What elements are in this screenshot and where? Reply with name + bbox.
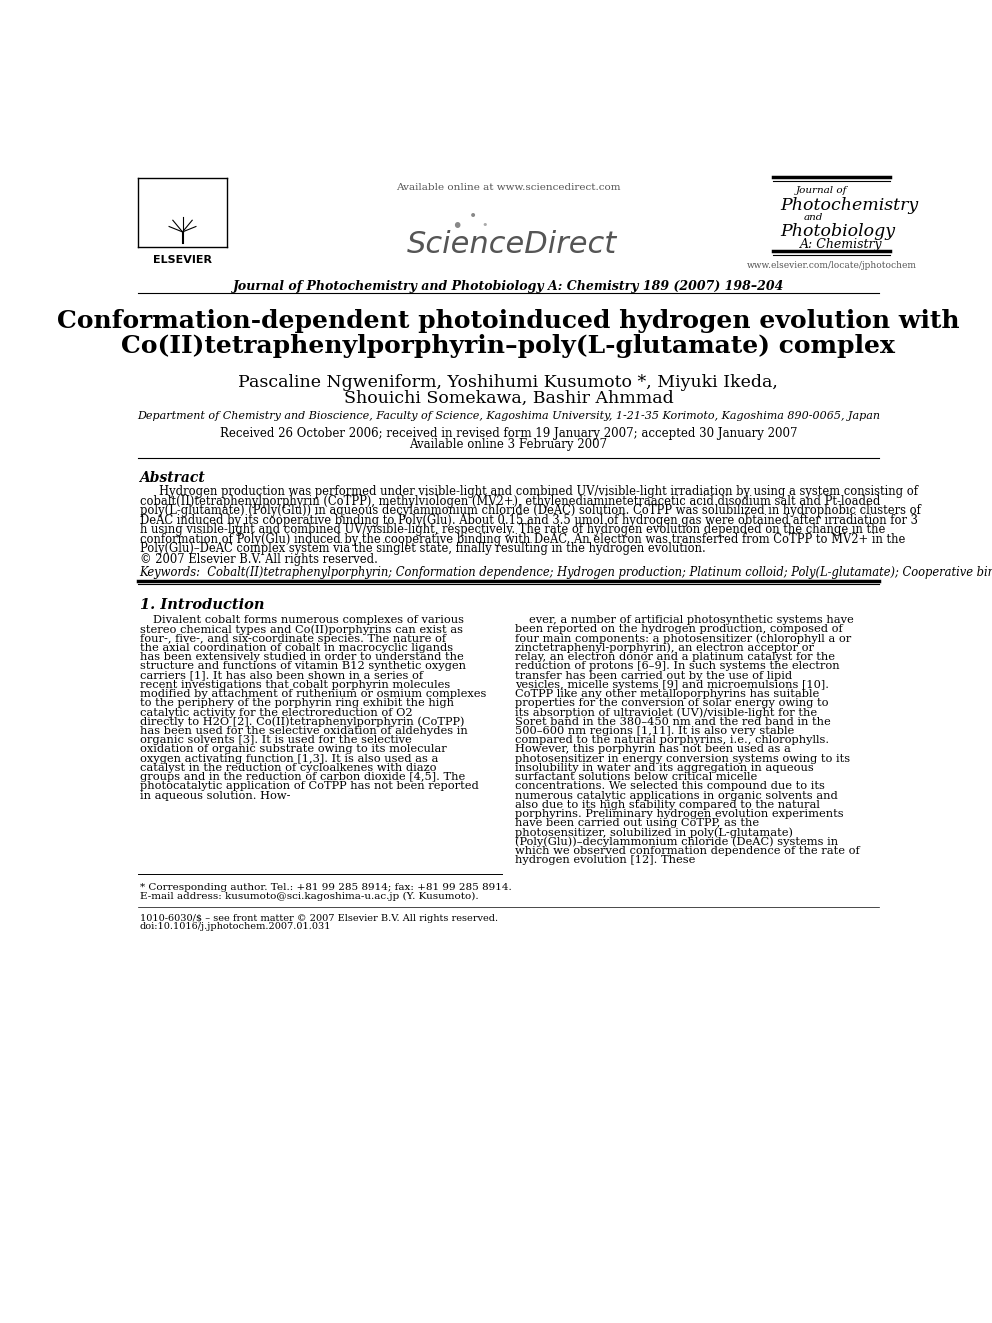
Text: •: • [451,217,463,235]
Text: doi:10.1016/j.jphotochem.2007.01.031: doi:10.1016/j.jphotochem.2007.01.031 [140,922,331,931]
Text: recent investigations that cobalt porphyrin molecules: recent investigations that cobalt porphy… [140,680,449,689]
Text: properties for the conversion of solar energy owing to: properties for the conversion of solar e… [516,699,829,708]
Text: E-mail address: kusumoto@sci.kagoshima-u.ac.jp (Y. Kusumoto).: E-mail address: kusumoto@sci.kagoshima-u… [140,892,478,901]
Text: Pascaline Ngweniform, Yoshihumi Kusumoto *, Miyuki Ikeda,: Pascaline Ngweniform, Yoshihumi Kusumoto… [238,374,779,392]
Text: oxygen activating function [1,3]. It is also used as a: oxygen activating function [1,3]. It is … [140,754,437,763]
Text: Abstract: Abstract [140,471,205,484]
Text: to the periphery of the porphyrin ring exhibit the high: to the periphery of the porphyrin ring e… [140,699,453,708]
Text: However, this porphyrin has not been used as a: However, this porphyrin has not been use… [516,745,792,754]
Text: www.elsevier.com/locate/jphotochem: www.elsevier.com/locate/jphotochem [747,261,917,270]
Text: photosensitizer in energy conversion systems owing to its: photosensitizer in energy conversion sys… [516,754,850,763]
Text: poly(L-glutamate) (Poly(Glu)) in aqueous decylammonium chloride (DeAC) solution.: poly(L-glutamate) (Poly(Glu)) in aqueous… [140,504,921,517]
Text: Journal of: Journal of [796,187,847,196]
Text: CoTPP like any other metalloporphyrins has suitable: CoTPP like any other metalloporphyrins h… [516,689,819,699]
Text: surfactant solutions below critical micelle: surfactant solutions below critical mice… [516,773,758,782]
Text: catalyst in the reduction of cycloalkenes with diazo: catalyst in the reduction of cycloalkene… [140,763,436,773]
Text: photocatalytic application of CoTPP has not been reported: photocatalytic application of CoTPP has … [140,782,478,791]
Text: carriers [1]. It has also been shown in a series of: carriers [1]. It has also been shown in … [140,671,423,680]
Text: four main components: a photosensitizer (chlorophyll a or: four main components: a photosensitizer … [516,634,851,644]
Text: Conformation-dependent photoinduced hydrogen evolution with: Conformation-dependent photoinduced hydr… [58,308,959,333]
Text: structure and functions of vitamin B12 synthetic oxygen: structure and functions of vitamin B12 s… [140,662,465,671]
Text: numerous catalytic applications in organic solvents and: numerous catalytic applications in organ… [516,791,838,800]
Text: in aqueous solution. How-: in aqueous solution. How- [140,791,290,800]
Text: Divalent cobalt forms numerous complexes of various: Divalent cobalt forms numerous complexes… [154,615,464,626]
Text: Keywords:  Cobalt(II)tetraphenylporphyrin; Conformation dependence; Hydrogen pro: Keywords: Cobalt(II)tetraphenylporphyrin… [140,566,992,578]
Text: * Corresponding author. Tel.: +81 99 285 8914; fax: +81 99 285 8914.: * Corresponding author. Tel.: +81 99 285… [140,882,511,892]
Text: hydrogen evolution [12]. These: hydrogen evolution [12]. These [516,856,695,865]
Text: A: Chemistry: A: Chemistry [800,238,883,251]
Text: photosensitizer, solubilized in poly(L-glutamate): photosensitizer, solubilized in poly(L-g… [516,828,794,839]
Text: catalytic activity for the electroreduction of O2: catalytic activity for the electroreduct… [140,708,412,717]
Text: the axial coordination of cobalt in macrocyclic ligands: the axial coordination of cobalt in macr… [140,643,452,652]
Text: vesicles, micelle systems [9] and microemulsions [10].: vesicles, micelle systems [9] and microe… [516,680,829,689]
Text: stereo chemical types and Co(II)porphyrins can exist as: stereo chemical types and Co(II)porphyri… [140,624,462,635]
Text: and: and [804,213,823,222]
Text: © 2007 Elsevier B.V. All rights reserved.: © 2007 Elsevier B.V. All rights reserved… [140,553,377,566]
Text: zinctetraphenyl-porphyrin), an electron acceptor or: zinctetraphenyl-porphyrin), an electron … [516,643,814,654]
Text: has been used for the selective oxidation of aldehydes in: has been used for the selective oxidatio… [140,726,467,736]
Text: 1010-6030/$ – see front matter © 2007 Elsevier B.V. All rights reserved.: 1010-6030/$ – see front matter © 2007 El… [140,914,498,923]
Text: have been carried out using CoTPP, as the: have been carried out using CoTPP, as th… [516,819,760,828]
Text: conformation of Poly(Glu) induced by the cooperative binding with DeAC. An elect: conformation of Poly(Glu) induced by the… [140,533,905,545]
Text: ever, a number of artificial photosynthetic systems have: ever, a number of artificial photosynthe… [530,615,854,626]
Text: porphyrins. Preliminary hydrogen evolution experiments: porphyrins. Preliminary hydrogen evoluti… [516,810,844,819]
Text: been reported on the hydrogen production, composed of: been reported on the hydrogen production… [516,624,843,635]
Text: organic solvents [3]. It is used for the selective: organic solvents [3]. It is used for the… [140,736,412,745]
Text: concentrations. We selected this compound due to its: concentrations. We selected this compoun… [516,782,825,791]
Text: Received 26 October 2006; received in revised form 19 January 2007; accepted 30 : Received 26 October 2006; received in re… [219,427,798,439]
Text: Co(II)tetraphenylporphyrin–poly(L-glutamate) complex: Co(II)tetraphenylporphyrin–poly(L-glutam… [121,335,896,359]
Text: Available online at www.sciencedirect.com: Available online at www.sciencedirect.co… [396,184,621,192]
Text: four-, five-, and six-coordinate species. The nature of: four-, five-, and six-coordinate species… [140,634,445,643]
Text: relay, an electron donor and a platinum catalyst for the: relay, an electron donor and a platinum … [516,652,835,662]
Text: oxidation of organic substrate owing to its molecular: oxidation of organic substrate owing to … [140,745,446,754]
Text: Soret band in the 380–450 nm and the red band in the: Soret band in the 380–450 nm and the red… [516,717,831,726]
Text: 1. Introduction: 1. Introduction [140,598,264,613]
Text: Available online 3 February 2007: Available online 3 February 2007 [410,438,607,451]
Text: reduction of protons [6–9]. In such systems the electron: reduction of protons [6–9]. In such syst… [516,662,840,671]
Text: 500–600 nm regions [1,11]. It is also very stable: 500–600 nm regions [1,11]. It is also ve… [516,726,795,736]
Text: h using visible-light and combined UV/visible-light, respectively. The rate of h: h using visible-light and combined UV/vi… [140,523,885,536]
Text: Department of Chemistry and Bioscience, Faculty of Science, Kagoshima University: Department of Chemistry and Bioscience, … [137,411,880,421]
Text: Photobiology: Photobiology [781,222,896,239]
Text: Poly(Glu)–DeAC complex system via the singlet state, finally resulting in the hy: Poly(Glu)–DeAC complex system via the si… [140,542,705,556]
Text: insolubility in water and its aggregation in aqueous: insolubility in water and its aggregatio… [516,763,814,773]
Text: directly to H2O [2]. Co(II)tetraphenylporphyrin (CoTPP): directly to H2O [2]. Co(II)tetraphenylpo… [140,717,464,728]
Text: Hydrogen production was performed under visible-light and combined UV/visible-li: Hydrogen production was performed under … [159,486,918,499]
Text: ELSEVIER: ELSEVIER [153,255,212,265]
Text: •: • [468,209,477,222]
Text: Photochemistry: Photochemistry [781,197,919,214]
Text: DeAC induced by its cooperative binding to Poly(Glu). About 0.15 and 3.5 μmol of: DeAC induced by its cooperative binding … [140,513,918,527]
Text: groups and in the reduction of carbon dioxide [4,5]. The: groups and in the reduction of carbon di… [140,773,464,782]
Text: transfer has been carried out by the use of lipid: transfer has been carried out by the use… [516,671,793,680]
Text: also due to its high stability compared to the natural: also due to its high stability compared … [516,800,820,810]
Text: compared to the natural porphyrins, i.e., chlorophylls.: compared to the natural porphyrins, i.e.… [516,736,829,745]
Text: cobalt(II)tetraphenylporphyrin (CoTPP), methylviologen (MV2+), ethylenediaminete: cobalt(II)tetraphenylporphyrin (CoTPP), … [140,495,880,508]
Text: modified by attachment of ruthenium or osmium complexes: modified by attachment of ruthenium or o… [140,689,486,699]
Text: which we observed conformation dependence of the rate of: which we observed conformation dependenc… [516,847,860,856]
Text: Shouichi Somekawa, Bashir Ahmmad: Shouichi Somekawa, Bashir Ahmmad [343,390,674,406]
Text: (Poly(Glu))–decylammonium chloride (DeAC) systems in: (Poly(Glu))–decylammonium chloride (DeAC… [516,837,838,848]
Text: Journal of Photochemistry and Photobiology A: Chemistry 189 (2007) 198–204: Journal of Photochemistry and Photobiolo… [233,280,784,294]
Text: has been extensively studied in order to understand the: has been extensively studied in order to… [140,652,463,662]
Text: •: • [481,221,488,230]
Text: ScienceDirect: ScienceDirect [407,230,617,258]
Text: its absorption of ultraviolet (UV)/visible-light for the: its absorption of ultraviolet (UV)/visib… [516,708,817,718]
